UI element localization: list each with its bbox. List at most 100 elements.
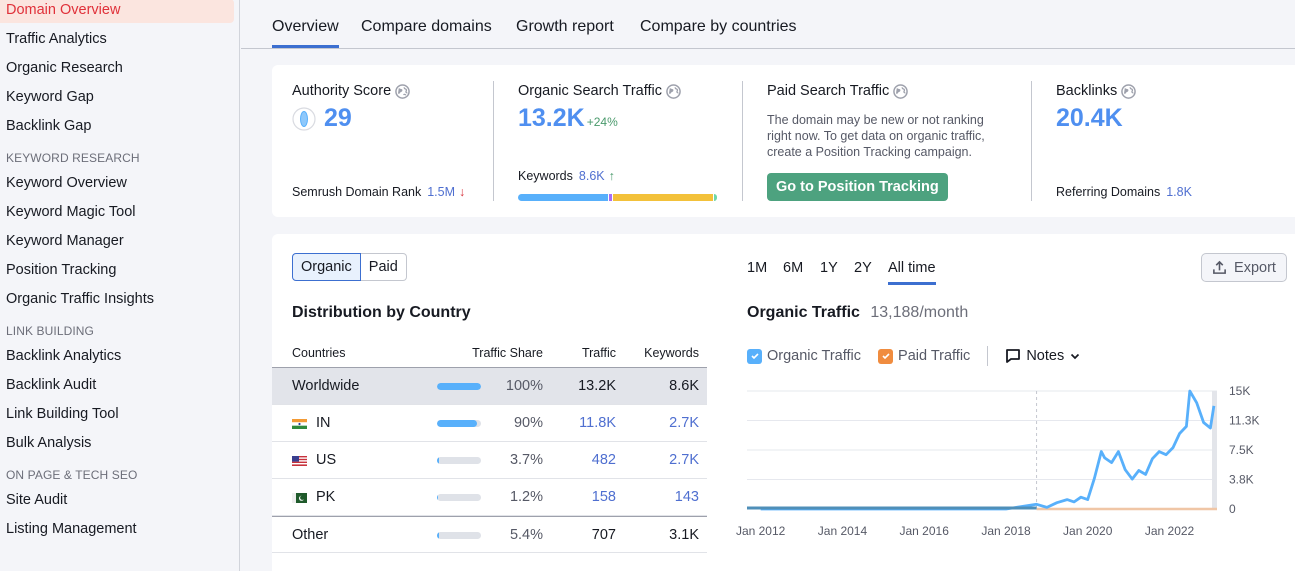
organic-traffic-label: Organic Search Traffic	[518, 83, 662, 99]
keyword-bar-segment[interactable]	[714, 194, 717, 201]
range-1y[interactable]: 1Y	[820, 260, 838, 276]
country-name[interactable]: IN	[316, 415, 331, 431]
traffic-share-bar	[437, 494, 481, 501]
tab-overview[interactable]: Overview	[272, 18, 339, 48]
x-tick: Jan 2014	[818, 524, 868, 538]
traffic-value: 707	[591, 527, 616, 543]
col-keywords: Keywords	[644, 346, 699, 360]
traffic-value[interactable]: 482	[591, 452, 616, 468]
traffic-value[interactable]: 11.8K	[579, 415, 616, 431]
globe-icon[interactable]	[893, 83, 909, 99]
checkbox-checked-icon[interactable]	[878, 348, 894, 364]
organic-traffic-value[interactable]: 13.2K	[518, 104, 585, 132]
traffic-share-bar	[437, 457, 481, 464]
keyword-bar-segment[interactable]	[609, 194, 612, 201]
traffic-share-value: 1.2%	[509, 489, 543, 505]
keyword-bar-segment[interactable]	[613, 194, 713, 201]
tab-compare-domains[interactable]: Compare domains	[361, 18, 492, 35]
tab-compare-by-countries[interactable]: Compare by countries	[640, 18, 797, 35]
traffic-share-value: 5.4%	[509, 527, 543, 543]
keywords-value[interactable]: 2.7K	[669, 415, 699, 431]
notes-dropdown[interactable]: Notes	[1005, 348, 1080, 364]
y-tick: 7.5K	[1229, 443, 1254, 457]
referring-domains-label: Referring Domains	[1056, 185, 1161, 199]
flag-india-icon	[292, 419, 307, 429]
legend-paid-traffic[interactable]: Paid Traffic	[878, 348, 970, 364]
x-tick: Jan 2016	[899, 524, 949, 538]
range-6m[interactable]: 6M	[783, 260, 804, 276]
keywords-label: Keywords	[518, 169, 573, 183]
organic-traffic-chart[interactable]: 0 3.8K 7.5K 11.3K 15K Jan 2012 Jan 2014 Jan 201…	[732, 384, 1295, 544]
divider	[1031, 81, 1032, 201]
range-2y[interactable]: 2Y	[854, 260, 872, 276]
chevron-down-icon	[1071, 353, 1080, 360]
traffic-share-bar	[437, 383, 481, 390]
globe-icon[interactable]	[666, 83, 681, 99]
go-to-position-tracking-button[interactable]: Go to Position Tracking	[767, 173, 948, 201]
backlinks-metric: Backlinks 20.4K Referring Domains 1.8K	[1056, 65, 1276, 217]
range-all-time[interactable]: All time	[888, 260, 936, 285]
y-tick: 3.8K	[1229, 473, 1254, 487]
authority-score-value-row: 29	[292, 104, 352, 133]
sidebar-item-backlink-gap[interactable]: Backlink Gap	[6, 118, 92, 134]
export-button[interactable]: Export	[1201, 253, 1287, 282]
backlinks-value[interactable]: 20.4K	[1056, 104, 1123, 132]
y-tick: 11.3K	[1229, 414, 1259, 428]
keyword-bar-segment[interactable]	[518, 194, 608, 201]
table-row[interactable]: Worldwide 100% 13.2K 8.6K	[272, 368, 707, 405]
country-name[interactable]: PK	[316, 489, 336, 505]
sidebar-item-backlink-audit[interactable]: Backlink Audit	[6, 377, 97, 393]
authority-score-title: Authority Score	[292, 83, 410, 99]
sidebar-item-listing-management[interactable]: Listing Management	[6, 521, 137, 537]
paid-toggle-button[interactable]: Paid	[360, 253, 407, 281]
range-1m[interactable]: 1M	[747, 260, 768, 276]
x-tick: Jan 2012	[736, 524, 786, 538]
table-row[interactable]: Other 5.4% 707 3.1K	[272, 516, 707, 553]
sidebar-item-bulk-analysis[interactable]: Bulk Analysis	[6, 435, 92, 451]
sidebar-item-keyword-manager[interactable]: Keyword Manager	[6, 233, 124, 249]
tab-growth-report[interactable]: Growth report	[516, 18, 614, 35]
divider	[493, 81, 494, 201]
referring-domains: Referring Domains 1.8K	[1056, 185, 1192, 199]
paid-traffic-description: The domain may be new or not ranking rig…	[767, 113, 985, 159]
legend-organic-traffic[interactable]: Organic Traffic	[747, 348, 861, 364]
country-table: Countries Traffic Share Traffic Keywords…	[272, 338, 707, 553]
col-traffic-share: Traffic Share	[472, 346, 543, 360]
traffic-value: 13.2K	[578, 378, 616, 394]
sidebar-item-organic-traffic-insights[interactable]: Organic Traffic Insights	[6, 291, 155, 307]
keywords-value[interactable]: 8.6K	[578, 169, 605, 183]
table-row[interactable]: PK 1.2% 158 143	[272, 479, 707, 516]
sidebar-item-backlink-analytics[interactable]: Backlink Analytics	[6, 348, 122, 364]
organic-toggle-button[interactable]: Organic	[292, 253, 361, 281]
sidebar-item-site-audit[interactable]: Site Audit	[6, 492, 68, 508]
table-row[interactable]: US 3.7% 482 2.7K	[272, 442, 707, 479]
x-tick: Jan 2018	[981, 524, 1031, 538]
globe-icon[interactable]	[395, 83, 410, 99]
tab-bar: Overview Compare domains Growth report C…	[241, 0, 1295, 49]
sidebar-item-position-tracking[interactable]: Position Tracking	[6, 262, 117, 278]
sidebar-item-traffic-analytics[interactable]: Traffic Analytics	[6, 31, 107, 47]
country-name: Other	[292, 527, 329, 543]
traffic-share-value: 90%	[513, 415, 543, 431]
domain-rank-value[interactable]: 1.5M	[427, 185, 456, 199]
sidebar-item-link-building-tool[interactable]: Link Building Tool	[6, 406, 119, 422]
sidebar-item-keyword-overview[interactable]: Keyword Overview	[6, 175, 127, 191]
checkbox-checked-icon[interactable]	[747, 348, 762, 364]
keywords-value[interactable]: 2.7K	[669, 452, 699, 468]
globe-icon[interactable]	[1121, 83, 1137, 99]
sidebar-item-domain-overview[interactable]: Domain Overview	[0, 0, 234, 23]
traffic-share-value: 3.7%	[509, 452, 543, 468]
keywords-value[interactable]: 143	[674, 489, 699, 505]
chart-subtitle: 13,188/month	[870, 304, 969, 321]
col-traffic: Traffic	[581, 346, 616, 360]
traffic-value[interactable]: 158	[591, 489, 616, 505]
referring-domains-value[interactable]: 1.8K	[1166, 185, 1192, 199]
sidebar-item-keyword-magic-tool[interactable]: Keyword Magic Tool	[6, 204, 136, 220]
table-row[interactable]: IN 90% 11.8K 2.7K	[272, 405, 707, 442]
legend-paid-label: Paid Traffic	[898, 348, 971, 364]
sidebar-item-organic-research[interactable]: Organic Research	[6, 60, 123, 76]
country-name[interactable]: US	[316, 452, 337, 468]
keywords-value: 8.6K	[669, 378, 699, 394]
sidebar-item-keyword-gap[interactable]: Keyword Gap	[6, 89, 94, 105]
paid-traffic-metric: Paid Search Traffic The domain may be ne…	[767, 65, 1027, 217]
